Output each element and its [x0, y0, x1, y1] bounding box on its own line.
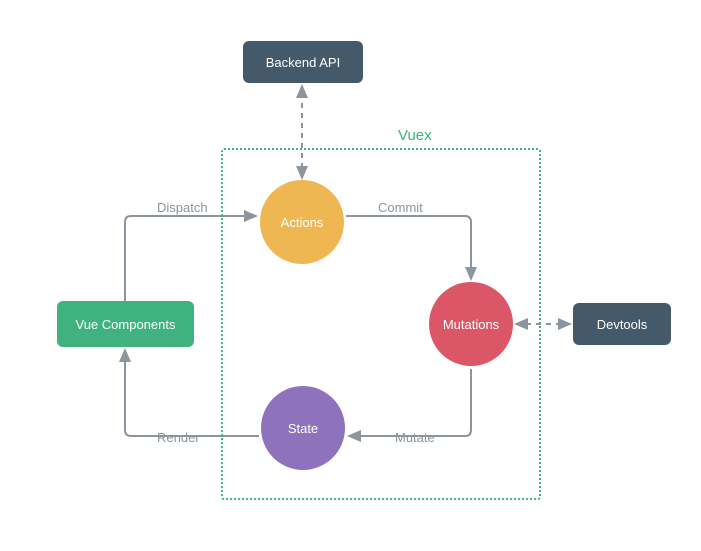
node-actions: Actions	[260, 180, 344, 264]
node-vue-components: Vue Components	[57, 301, 194, 347]
vuex-flow-diagram: Vuex Backend API Vue Components Devtools…	[0, 0, 701, 551]
node-state: State	[261, 386, 345, 470]
node-devtools: Devtools	[573, 303, 671, 345]
node-mutations: Mutations	[429, 282, 513, 366]
edge-label-mutate: Mutate	[395, 430, 435, 445]
edge-label-dispatch: Dispatch	[157, 200, 208, 215]
node-backend-api: Backend API	[243, 41, 363, 83]
edge-label-render: Render	[157, 430, 200, 445]
edge-label-commit: Commit	[378, 200, 423, 215]
vuex-container-label: Vuex	[398, 127, 432, 144]
